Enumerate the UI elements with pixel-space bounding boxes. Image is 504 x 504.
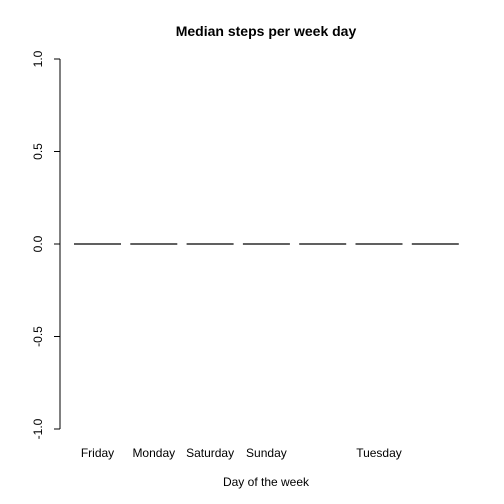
x-tick-label-saturday: Saturday bbox=[186, 446, 234, 460]
y-tick-label: -0.5 bbox=[31, 326, 45, 347]
x-tick-label-sunday: Sunday bbox=[246, 446, 287, 460]
x-tick-label-tuesday: Tuesday bbox=[356, 446, 402, 460]
y-tick-label: 0.5 bbox=[31, 143, 45, 160]
x-tick-label-friday: Friday bbox=[81, 446, 114, 460]
y-tick-label: -1.0 bbox=[31, 418, 45, 439]
x-axis-label: Day of the week bbox=[223, 475, 310, 489]
x-axis-tick-labels: Friday Monday Saturday Sunday Tuesday bbox=[81, 446, 402, 460]
chart-title: Median steps per week day bbox=[176, 23, 357, 39]
y-axis: -1.0 -0.5 0.0 0.5 1.0 bbox=[31, 50, 61, 439]
y-tick-label: 0.0 bbox=[31, 235, 45, 252]
y-tick-label: 1.0 bbox=[31, 50, 45, 67]
x-tick-label-monday: Monday bbox=[132, 446, 175, 460]
